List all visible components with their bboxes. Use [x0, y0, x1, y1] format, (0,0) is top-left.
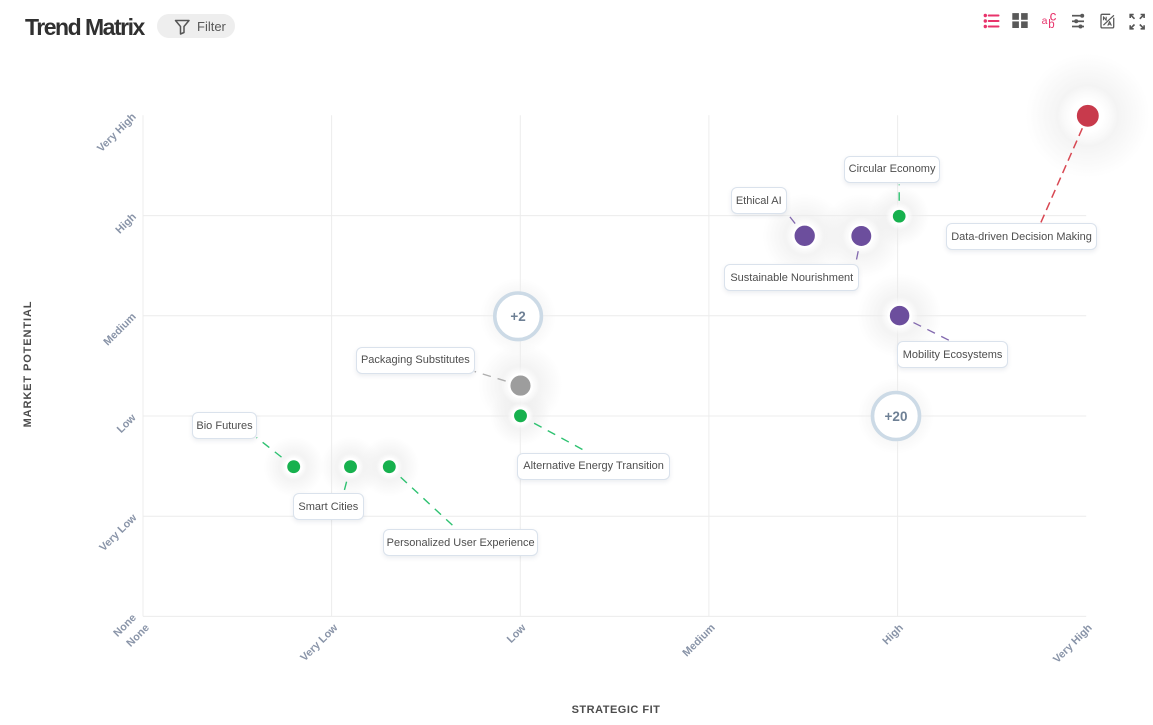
svg-text:b: b — [1048, 19, 1054, 31]
svg-text:a: a — [1042, 15, 1048, 27]
svg-text:c: c — [1050, 8, 1057, 23]
svg-text:+20: +20 — [885, 409, 908, 424]
svg-text:+2: +2 — [510, 309, 525, 324]
